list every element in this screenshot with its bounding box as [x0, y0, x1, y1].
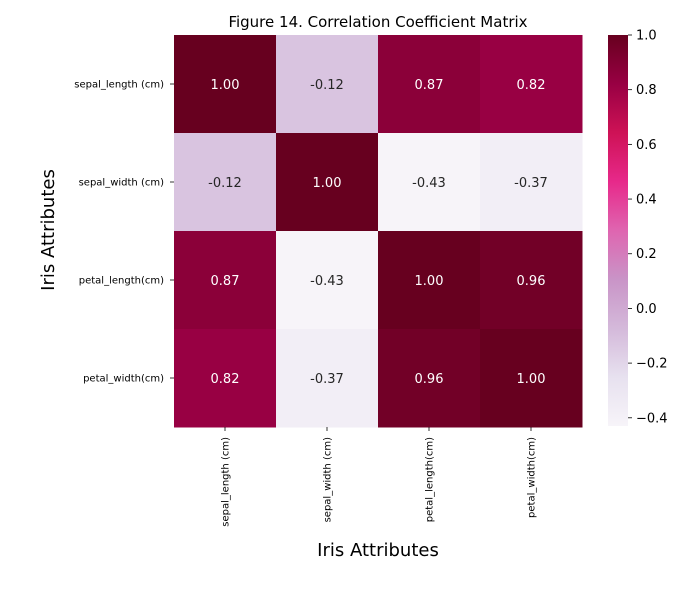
colorbar-tick-label: 0.0 [636, 302, 657, 317]
y-tick-label: petal_length(cm) [79, 276, 164, 287]
cell-value-label: 0.82 [517, 78, 546, 93]
heatmap-cell [480, 133, 583, 232]
x-axis-label: Iris Attributes [317, 540, 439, 561]
cell-value-label: -0.12 [310, 78, 344, 93]
cell-value-label: -0.12 [208, 176, 242, 191]
cell-value-label: -0.37 [514, 176, 548, 191]
x-axis-ticks: sepal_length (cm) sepal_width (cm) petal_l… [221, 427, 538, 527]
cell-value-label: 1.00 [517, 372, 546, 387]
heatmap-cell [276, 133, 379, 232]
heatmap-cells [174, 35, 583, 428]
heatmap-cell [174, 329, 277, 428]
cell-value-label: -0.43 [310, 274, 344, 289]
x-tick-label: sepal_width (cm) [323, 437, 334, 522]
cell-value-label: 0.96 [415, 372, 444, 387]
x-tick-label: petal_length(cm) [425, 437, 436, 522]
cell-value-label: 0.87 [211, 274, 240, 289]
y-tick-label: sepal_width (cm) [79, 178, 164, 189]
heatmap-cell [276, 35, 379, 134]
colorbar-tick-label: 1.0 [636, 29, 657, 44]
heatmap-cell [378, 329, 481, 428]
heatmap-cell [480, 329, 583, 428]
heatmap-cell [378, 35, 481, 134]
heatmap-cell [174, 35, 277, 134]
cell-value-label: 1.00 [415, 274, 444, 289]
cell-value-label: -0.37 [310, 372, 344, 387]
colorbar-tick-label: 0.2 [636, 247, 657, 262]
heatmap-cell [276, 231, 379, 330]
cell-value-label: 0.82 [211, 372, 240, 387]
cell-value-label: -0.43 [412, 176, 446, 191]
chart-title: Figure 14. Correlation Coefficient Matri… [228, 13, 527, 31]
heatmap-cell [276, 329, 379, 428]
colorbar-ticks: −0.4 −0.2 0.0 0.2 0.4 0.6 0.8 1.0 [628, 29, 668, 426]
heatmap-cell [480, 231, 583, 330]
colorbar-tick-label: 0.6 [636, 138, 657, 153]
x-tick-label: petal_width(cm) [527, 437, 538, 518]
x-tick-label: sepal_length (cm) [221, 437, 232, 527]
heatmap-cell [378, 231, 481, 330]
heatmap-cell [174, 133, 277, 232]
heatmap-cell [378, 133, 481, 232]
y-tick-label: sepal_length (cm) [74, 80, 164, 91]
colorbar [608, 35, 628, 426]
colorbar-tick-label: −0.2 [636, 357, 668, 372]
colorbar-tick-label: 0.4 [636, 193, 657, 208]
cell-value-label: 0.87 [415, 78, 444, 93]
y-axis-ticks: sepal_length (cm) sepal_width (cm) petal_l… [74, 80, 174, 385]
y-tick-label: petal_width(cm) [83, 374, 164, 385]
cell-value-label: 1.00 [313, 176, 342, 191]
heatmap-cell [174, 231, 277, 330]
cell-value-label: 1.00 [211, 78, 240, 93]
heatmap-value-labels: 1.00 -0.12 0.87 0.82 -0.12 1.00 -0.43 -0.37 0.87… [208, 78, 548, 387]
colorbar-tick-label: −0.4 [636, 411, 668, 426]
heatmap-cell [480, 35, 583, 134]
colorbar-tick-label: 0.8 [636, 83, 657, 98]
cell-value-label: 0.96 [517, 274, 546, 289]
y-axis-label: Iris Attributes [38, 169, 59, 291]
